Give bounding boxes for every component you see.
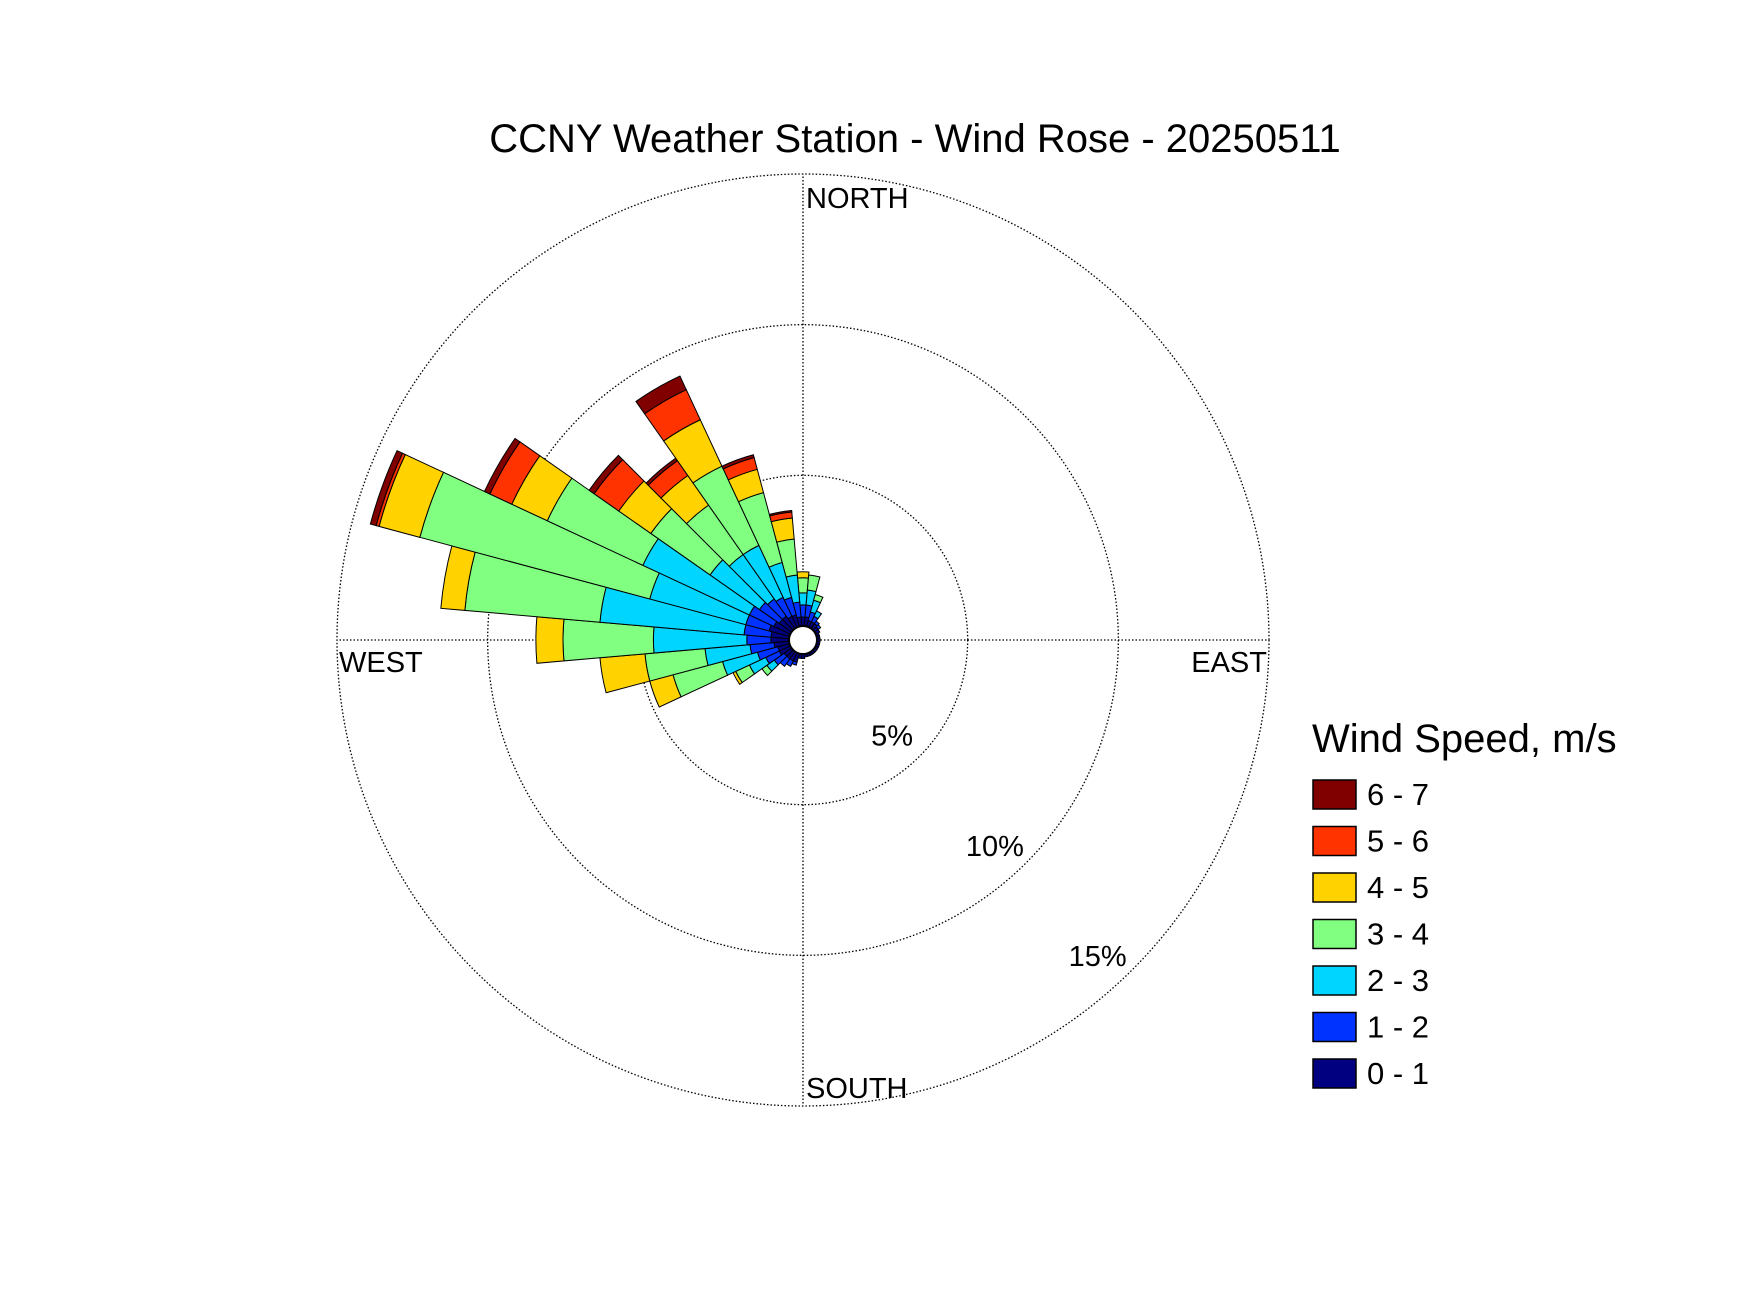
ring-label: 15% [1069, 941, 1127, 973]
legend-swatch [1312, 1011, 1357, 1043]
legend-swatch [1312, 965, 1357, 996]
legend-swatch [1312, 918, 1357, 950]
wind-segment [768, 509, 793, 517]
wind-segment [797, 577, 809, 594]
wind-segment [635, 375, 687, 415]
legend-swatch [1312, 872, 1357, 903]
direction-label: WEST [339, 647, 423, 679]
legend-label: 4 - 5 [1367, 870, 1429, 905]
wind-segment [813, 593, 824, 604]
ring-label: 10% [966, 831, 1024, 863]
wind-segment [483, 437, 521, 495]
wind-segment [535, 616, 565, 664]
wind-segment [813, 610, 823, 620]
chart-title: CCNY Weather Station - Wind Rose - 20250… [489, 117, 1341, 161]
wind-segment [721, 454, 755, 470]
wind-segment [806, 574, 821, 593]
legend-label: 6 - 7 [1367, 777, 1429, 812]
direction-label: NORTH [806, 183, 909, 215]
direction-label: EAST [1191, 647, 1267, 679]
legend-label: 0 - 1 [1367, 1056, 1429, 1091]
legend-swatch [1312, 1058, 1357, 1089]
wind-segment [588, 454, 624, 495]
direction-label: SOUTH [806, 1073, 908, 1105]
wind-segment [369, 450, 404, 527]
wind-segment [599, 653, 651, 694]
legend-label: 3 - 4 [1367, 917, 1429, 952]
legend-label: 1 - 2 [1367, 1010, 1429, 1045]
legend-swatch [1312, 825, 1357, 857]
center-hole [788, 625, 818, 655]
legend-title: Wind Speed, m/s [1312, 717, 1617, 761]
ring-label: 5% [871, 721, 913, 753]
legend-label: 2 - 3 [1367, 963, 1429, 998]
legend-label: 5 - 6 [1367, 824, 1429, 859]
wind-segment [796, 571, 810, 579]
wind-segment [815, 624, 822, 631]
legend-swatch [1312, 779, 1357, 810]
